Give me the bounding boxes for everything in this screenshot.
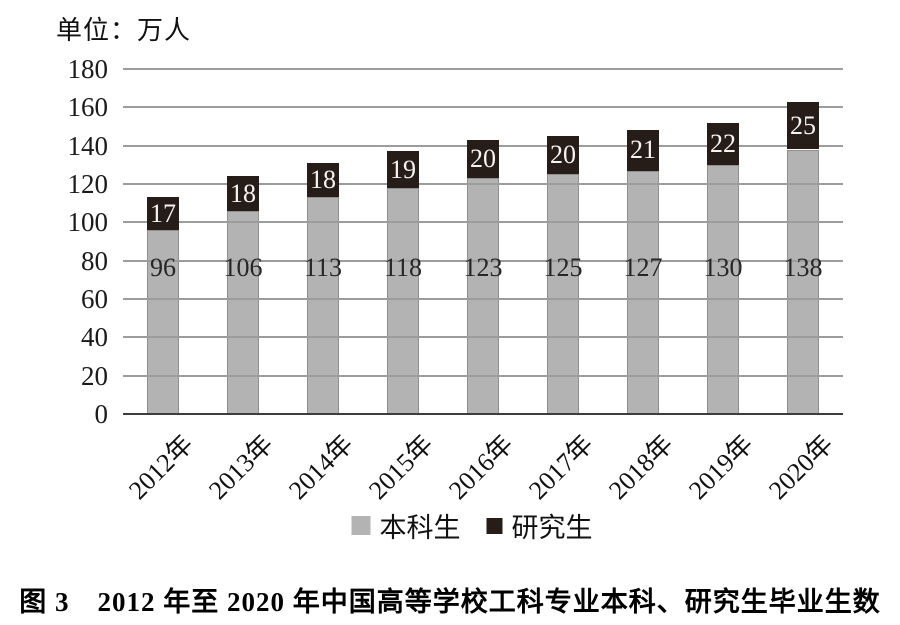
gridline bbox=[123, 298, 843, 300]
bar-undergraduate bbox=[627, 170, 659, 414]
bar-undergraduate bbox=[227, 210, 259, 414]
y-axis-tick-label: 20 bbox=[81, 360, 108, 391]
y-axis-tick-label: 140 bbox=[67, 130, 109, 161]
bar-value-label-undergraduate: 125 bbox=[543, 253, 583, 282]
gridline bbox=[123, 221, 843, 224]
bar-value-label-undergraduate: 130 bbox=[703, 253, 743, 282]
bar-undergraduate bbox=[547, 174, 579, 414]
legend-label: 本科生 bbox=[379, 513, 461, 543]
bar-value-label-undergraduate: 106 bbox=[223, 253, 263, 282]
bar-graduate: 19 bbox=[387, 151, 419, 188]
y-axis-tick-label: 100 bbox=[67, 207, 109, 238]
legend-label: 研究生 bbox=[511, 513, 593, 543]
y-axis-tick-label: 0 bbox=[94, 399, 109, 429]
y-axis-tick-label: 160 bbox=[67, 92, 109, 123]
y-axis-tick-label: 40 bbox=[81, 322, 108, 353]
legend-item: 本科生 bbox=[351, 506, 461, 545]
y-axis-unit-label: 单位：万人 bbox=[56, 16, 192, 45]
figure-caption: 图 3 2012 年至 2020 年中国高等学校工科专业本科、研究生毕业生数 bbox=[19, 587, 881, 617]
legend-swatch-icon bbox=[486, 517, 503, 534]
bar-value-label-undergraduate: 118 bbox=[383, 253, 423, 282]
bar-undergraduate bbox=[307, 197, 339, 414]
bar-graduate: 25 bbox=[787, 101, 819, 150]
y-axis-tick-label: 80 bbox=[81, 245, 108, 276]
bar-value-label-undergraduate: 96 bbox=[150, 253, 176, 282]
bar-graduate: 22 bbox=[707, 122, 739, 165]
gridline bbox=[123, 259, 843, 262]
bar-graduate: 20 bbox=[467, 139, 499, 179]
bar-value-label-undergraduate: 127 bbox=[623, 253, 663, 282]
y-axis-tick-label: 60 bbox=[81, 284, 108, 314]
gridline bbox=[123, 68, 843, 70]
bar-value-label-undergraduate: 113 bbox=[303, 253, 343, 282]
legend-swatch-icon bbox=[351, 516, 371, 535]
bar-graduate: 21 bbox=[627, 130, 659, 171]
bar-graduate: 20 bbox=[547, 136, 579, 175]
bar-graduate: 17 bbox=[147, 197, 179, 230]
bar-undergraduate bbox=[787, 149, 819, 414]
bar-value-label-undergraduate: 123 bbox=[463, 253, 503, 282]
y-axis-tick-label: 120 bbox=[67, 169, 109, 199]
bar-value-label-undergraduate: 138 bbox=[783, 253, 823, 282]
bar-graduate: 18 bbox=[307, 162, 339, 198]
gridline bbox=[123, 106, 843, 109]
bar-undergraduate bbox=[467, 178, 499, 414]
legend-item: 研究生 bbox=[486, 506, 593, 545]
gridline bbox=[123, 336, 843, 339]
gridline bbox=[123, 183, 843, 185]
gridline bbox=[123, 374, 843, 377]
legend: 本科生 研究生 bbox=[351, 506, 593, 545]
y-axis-tick-label: 180 bbox=[67, 54, 109, 84]
x-axis-line bbox=[123, 413, 843, 415]
bar-graduate: 18 bbox=[227, 176, 259, 211]
